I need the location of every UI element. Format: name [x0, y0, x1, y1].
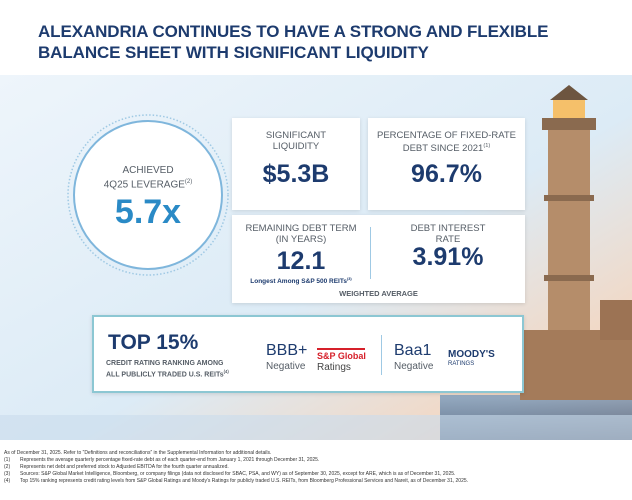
rating: BBB+: [266, 342, 308, 359]
footnote-text: Top 15% ranking represents credit rating…: [20, 478, 469, 484]
caption: ALL PUBLICLY TRADED U.S. REITs(4): [106, 369, 229, 378]
weighted-average: WEIGHTED AVERAGE: [339, 289, 418, 298]
label: REMAINING DEBT TERM: [245, 223, 357, 234]
divider: [381, 335, 382, 375]
divider: [370, 227, 371, 279]
credit-card: TOP 15% CREDIT RATING RANKING AMONG ALL …: [92, 315, 524, 393]
logo-rule: [317, 348, 365, 350]
footnote-intro: As of December 31, 2025. Refer to “Defin…: [4, 450, 272, 456]
title: BALANCE SHEET WITH SIGNIFICANT LIQUIDITY: [38, 43, 429, 62]
label: PERCENTAGE OF FIXED-RATE: [377, 130, 516, 141]
leverage-label: 4Q25 LEVERAGE(2): [74, 177, 222, 190]
caption: Longest Among S&P 500 REITs(3): [232, 276, 370, 285]
agency-sub: RATINGS: [448, 361, 475, 367]
leverage-value: 5.7x: [114, 193, 182, 231]
value: 12.1: [276, 247, 326, 275]
footnote-marker: (4): [4, 478, 11, 484]
card: PERCENTAGE OF FIXED-RATE DEBT SINCE 2021…: [368, 118, 525, 210]
label: LIQUIDITY: [272, 141, 320, 152]
note: (2): [184, 179, 193, 185]
text: Longest Among S&P 500 REITs: [250, 278, 347, 286]
text: ALL PUBLICLY TRADED U.S. REITs: [106, 371, 224, 379]
title: ALEXANDRIA CONTINUES TO HAVE A STRONG AN…: [38, 22, 549, 41]
footnote-marker: (3): [4, 471, 11, 477]
note: (4): [223, 369, 229, 374]
footnote-text: Represents net debt and preferred stock …: [20, 464, 229, 470]
headline: TOP 15%: [108, 331, 199, 354]
label: SIGNIFICANT: [265, 130, 327, 141]
card: REMAINING DEBT TERM (IN YEARS) 12.1 Long…: [232, 215, 525, 303]
label: DEBT SINCE 2021(1): [368, 141, 525, 154]
value: $5.3B: [262, 160, 330, 188]
rating: Baa1: [394, 342, 432, 359]
outlook: Negative: [394, 361, 434, 372]
agency-sub: Ratings: [317, 362, 351, 373]
label: RATE: [435, 234, 461, 245]
text: 4Q25 LEVERAGE: [103, 179, 185, 191]
value: 3.91%: [412, 243, 484, 271]
note: (1): [483, 143, 491, 149]
footnote-marker: (2): [4, 464, 11, 470]
caption: CREDIT RATING RANKING AMONG: [106, 360, 224, 367]
footnote-text: Sources: S&P Global Market Intelligence,…: [20, 471, 456, 477]
note: (3): [346, 276, 352, 281]
card: SIGNIFICANT LIQUIDITY $5.3B: [232, 118, 360, 210]
text: DEBT SINCE 2021: [402, 143, 484, 155]
footnote-text: Represents the average quarterly percent…: [20, 457, 320, 463]
footnote-marker: (1): [4, 457, 11, 463]
agency: MOODY'S: [448, 349, 495, 360]
agency: S&P Global: [317, 351, 366, 361]
label: DEBT INTEREST: [410, 223, 486, 234]
value: 96.7%: [411, 160, 482, 188]
leverage-label: ACHIEVED: [122, 165, 174, 176]
label: (IN YEARS): [275, 234, 327, 245]
outlook: Negative: [266, 361, 306, 372]
